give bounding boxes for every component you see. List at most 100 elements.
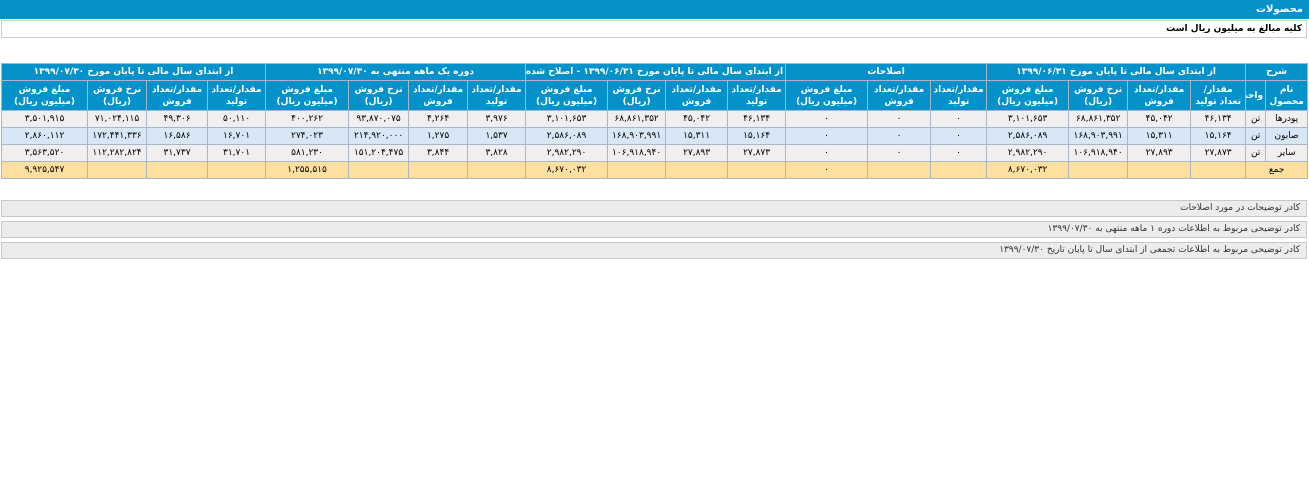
data-row: سایر تن ۲۷,۸۷۳ ۲۷,۸۹۳ ۱۰۶,۹۱۸,۹۴۰ ۲,۹۸۲,۲۹۰ ۰ ۰… — [0, 144, 1309, 162]
empty-cell — [867, 161, 932, 179]
cell: ۱۰۶,۹۱۸,۹۴۰ — [1068, 144, 1129, 162]
cell: ۴۰۰,۲۶۲ — [265, 110, 350, 128]
column-header-row: نام محصولواحدمقدار/تعداد تولیدمقدار/تعدا… — [0, 80, 1309, 111]
column-header: نرخ فروش (ریال) — [607, 80, 667, 111]
empty-cell — [348, 161, 410, 179]
column-header: مقدار/تعداد تولید — [1190, 80, 1247, 111]
cell: ۰ — [930, 144, 988, 162]
cell: ۰ — [930, 127, 988, 145]
cell: ۲۷,۸۹۳ — [665, 144, 729, 162]
cell: ۱۰۶,۹۱۸,۹۴۰ — [607, 144, 667, 162]
cell: ۶۸,۸۶۱,۳۵۲ — [607, 110, 667, 128]
empty-cell — [146, 161, 209, 179]
column-header: نام محصول — [1265, 80, 1309, 111]
cell: ۳,۹۷۶ — [467, 110, 527, 128]
cell: ۰ — [867, 144, 932, 162]
column-header: مبلغ فروش (میلیون ریال) — [0, 80, 89, 111]
currency-note: کلیه مبالغ به میلیون ریال است — [1, 20, 1307, 38]
cell: ۱۵,۳۱۱ — [1127, 127, 1192, 145]
cell: ۰ — [785, 127, 869, 145]
cell: ۵۰,۱۱۰ — [207, 110, 267, 128]
cell: ۱۶۸,۹۰۳,۹۹۱ — [607, 127, 667, 145]
cell: تن — [1245, 144, 1267, 162]
empty-cell — [930, 161, 988, 179]
group-header: از ابتدای سال مالی تا پایان مورخ ۱۳۹۹/۰۶… — [986, 63, 1247, 81]
column-header: مبلغ فروش (میلیون ریال) — [265, 80, 350, 111]
cell: ۷۱,۰۲۴,۱۱۵ — [87, 110, 148, 128]
cell: ۰ — [930, 110, 988, 128]
cell: ۳,۸۲۸ — [467, 144, 527, 162]
total-cell: ۸,۶۷۰,۰۳۲ — [986, 161, 1070, 179]
column-header: مقدار/تعداد تولید — [467, 80, 527, 111]
cell: ۳,۱۰۱,۶۵۳ — [525, 110, 609, 128]
cell: ۰ — [785, 144, 869, 162]
cell: ۳,۵۰۱,۹۱۵ — [0, 110, 89, 128]
cell: سایر — [1265, 144, 1309, 162]
notes: کادر توضیحات در مورد اصلاحات کادر توضیحی … — [1, 200, 1307, 263]
cell: پودرها — [1265, 110, 1309, 128]
cell: ۳,۱۰۱,۶۵۳ — [986, 110, 1070, 128]
cell: ۲,۹۸۲,۲۹۰ — [525, 144, 609, 162]
cell: ۵۸۱,۲۳۰ — [265, 144, 350, 162]
cell: ۴۶,۱۳۴ — [1190, 110, 1247, 128]
empty-cell — [727, 161, 787, 179]
column-header: مقدار/تعداد فروش — [665, 80, 729, 111]
cell: ۲۷,۸۷۳ — [1190, 144, 1247, 162]
cell: ۴۶,۱۳۴ — [727, 110, 787, 128]
cell: ۴۹,۳۰۶ — [146, 110, 209, 128]
column-header: نرخ فروش (ریال) — [348, 80, 410, 111]
cell: ۱۵,۱۶۴ — [1190, 127, 1247, 145]
empty-cell — [87, 161, 148, 179]
cell: ۳۱,۷۰۱ — [207, 144, 267, 162]
empty-cell — [467, 161, 527, 179]
empty-cell — [665, 161, 729, 179]
column-header: مبلغ فروش (میلیون ریال) — [785, 80, 869, 111]
cell: ۴,۲۶۴ — [408, 110, 469, 128]
cell: ۲۱۴,۹۲۰,۰۰۰ — [348, 127, 410, 145]
cell: ۲۷۴,۰۲۳ — [265, 127, 350, 145]
data-row: پودرها تن ۴۶,۱۳۴ ۴۵,۰۴۲ ۶۸,۸۶۱,۳۵۲ ۳,۱۰۱,۶۵۳ ۰… — [0, 110, 1309, 128]
cell: ۲۷,۸۹۳ — [1127, 144, 1192, 162]
cell: ۴۵,۰۴۲ — [665, 110, 729, 128]
column-header: واحد — [1245, 80, 1267, 111]
empty-cell — [1068, 161, 1129, 179]
column-header: مقدار/تعداد تولید — [727, 80, 787, 111]
empty-cell — [607, 161, 667, 179]
section-title: محصولات — [0, 0, 1309, 19]
cell: تن — [1245, 127, 1267, 145]
cell: ۱۶,۷۰۱ — [207, 127, 267, 145]
cell: ۶۸,۸۶۱,۳۵۲ — [1068, 110, 1129, 128]
cell: ۲,۸۶۰,۱۱۲ — [0, 127, 89, 145]
cell: ۰ — [785, 110, 869, 128]
group-header-row: شرح از ابتدای سال مالی تا پایان مورخ ۱۳۹۹… — [0, 63, 1309, 81]
cell: صابون — [1265, 127, 1309, 145]
cell: ۴۵,۰۴۲ — [1127, 110, 1192, 128]
cell: ۱۷۲,۴۴۱,۳۳۶ — [87, 127, 148, 145]
empty-cell — [408, 161, 469, 179]
cell: ۱۶,۵۸۶ — [146, 127, 209, 145]
empty-cell — [207, 161, 267, 179]
cell: تن — [1245, 110, 1267, 128]
cell: ۱,۵۳۷ — [467, 127, 527, 145]
products-table: شرح از ابتدای سال مالی تا پایان مورخ ۱۳۹۹… — [0, 63, 1309, 179]
column-header: مبلغ فروش (میلیون ریال) — [986, 80, 1070, 111]
column-header: مقدار/تعداد فروش — [1127, 80, 1192, 111]
column-header: مقدار/تعداد فروش — [867, 80, 932, 111]
cell: ۲,۵۸۶,۰۸۹ — [986, 127, 1070, 145]
note-box: کادر توضیحات در مورد اصلاحات — [1, 200, 1307, 217]
empty-cell — [1127, 161, 1192, 179]
total-cell: ۹,۹۲۵,۵۴۷ — [0, 161, 89, 179]
cell: ۲۷,۸۷۳ — [727, 144, 787, 162]
data-row: صابون تن ۱۵,۱۶۴ ۱۵,۳۱۱ ۱۶۸,۹۰۳,۹۹۱ ۲,۵۸۶,۰۸۹ ۰… — [0, 127, 1309, 145]
empty-cell — [1190, 161, 1247, 179]
total-cell: ۰ — [785, 161, 869, 179]
cell: ۰ — [867, 110, 932, 128]
column-header: مبلغ فروش (میلیون ریال) — [525, 80, 609, 111]
cell: ۹۳,۸۷۰,۰۷۵ — [348, 110, 410, 128]
group-header: دوره یک ماهه منتهی به ۱۳۹۹/۰۷/۳۰ — [265, 63, 527, 81]
column-header: مقدار/تعداد تولید — [930, 80, 988, 111]
cell: ۳۱,۷۳۷ — [146, 144, 209, 162]
cell: ۰ — [867, 127, 932, 145]
group-header: اصلاحات — [785, 63, 988, 81]
